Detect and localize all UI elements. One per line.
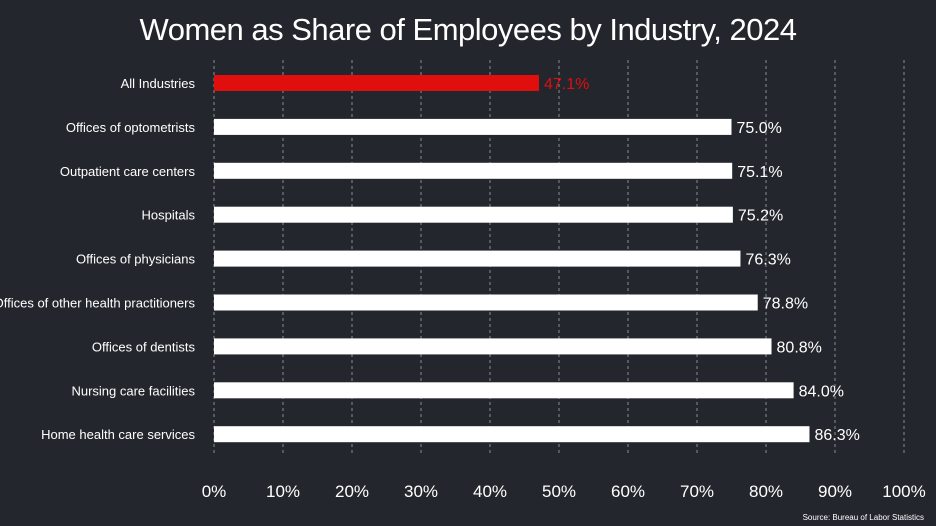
x-tick-label: 60% bbox=[611, 482, 645, 501]
category-label: Home health care services bbox=[41, 427, 195, 442]
bar bbox=[214, 382, 794, 399]
source-note: Source: Bureau of Labor Statistics bbox=[802, 513, 924, 522]
bar bbox=[214, 75, 539, 91]
category-label: Offices of optometrists bbox=[66, 120, 196, 135]
data-label: 78.8% bbox=[763, 296, 808, 313]
data-label: 86.3% bbox=[814, 427, 859, 444]
x-tick-label: 100% bbox=[882, 482, 925, 501]
x-tick-label: 40% bbox=[473, 482, 507, 501]
bar bbox=[214, 162, 733, 179]
data-label: 76.3% bbox=[745, 252, 790, 269]
bar bbox=[214, 118, 732, 135]
category-label: Nursing care facilities bbox=[71, 383, 195, 398]
category-label: Offices of other health practitioners bbox=[0, 296, 195, 311]
category-label: All Industries bbox=[121, 76, 196, 91]
x-tick-label: 10% bbox=[266, 482, 300, 501]
bar bbox=[214, 338, 772, 355]
x-tick-label: 50% bbox=[542, 482, 576, 501]
bar bbox=[214, 206, 733, 223]
data-label: 47.1% bbox=[544, 76, 589, 93]
x-tick-label: 90% bbox=[818, 482, 852, 501]
data-label: 75.1% bbox=[737, 164, 782, 181]
data-label: 80.8% bbox=[777, 339, 822, 356]
data-label: 84.0% bbox=[799, 383, 844, 400]
category-label: Offices of physicians bbox=[76, 252, 195, 267]
bar bbox=[214, 250, 741, 267]
x-tick-label: 20% bbox=[335, 482, 369, 501]
category-label: Offices of dentists bbox=[92, 339, 196, 354]
chart-title: Women as Share of Employees by Industry,… bbox=[139, 12, 798, 47]
data-label: 75.2% bbox=[738, 208, 783, 225]
bar bbox=[214, 426, 810, 443]
data-label: 75.0% bbox=[737, 120, 782, 137]
x-tick-label: 70% bbox=[680, 482, 714, 501]
x-tick-label: 0% bbox=[202, 482, 227, 501]
category-label: Hospitals bbox=[142, 208, 196, 223]
bar bbox=[214, 294, 758, 311]
x-tick-label: 30% bbox=[404, 482, 438, 501]
x-tick-label: 80% bbox=[749, 482, 783, 501]
category-label: Outpatient care centers bbox=[60, 164, 196, 179]
